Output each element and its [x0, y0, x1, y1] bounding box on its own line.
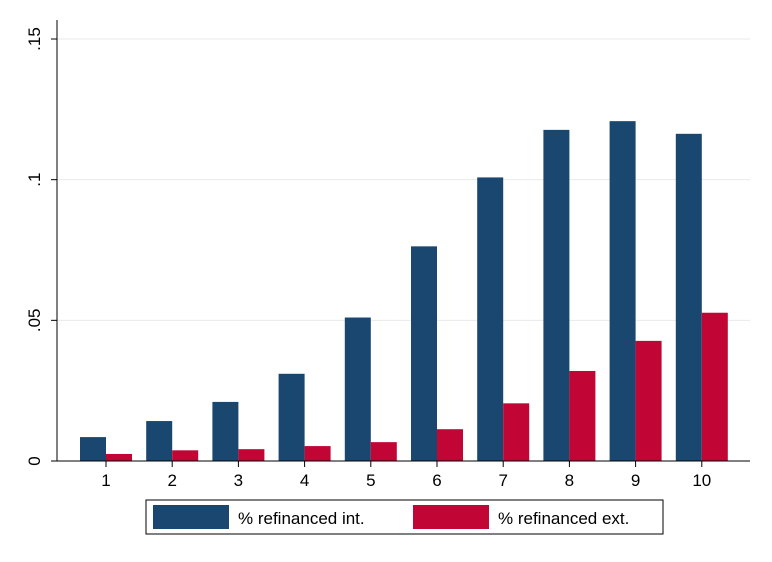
- bar-ext-4: [304, 446, 331, 461]
- bar-int-6: [411, 246, 437, 461]
- y-tick-label-2: .1: [25, 173, 44, 187]
- legend-swatch-ext: [413, 505, 489, 529]
- legend-label-int: % refinanced int.: [238, 509, 365, 528]
- bar-int-8: [543, 129, 570, 461]
- bar-ext-10: [701, 312, 728, 461]
- legend: % refinanced int. % refinanced ext.: [145, 499, 664, 535]
- bar-ext-8: [569, 370, 596, 461]
- bar-ext-7: [503, 403, 530, 461]
- bar-int-5: [344, 317, 371, 461]
- x-tick-label-10: 10: [692, 471, 711, 490]
- x-tick-label-3: 3: [234, 471, 243, 490]
- bar-int-1: [80, 437, 106, 461]
- y-ticks: 0 .05 .1 .15: [25, 27, 57, 466]
- bar-ext-3: [238, 449, 265, 461]
- x-tick-label-8: 8: [565, 471, 574, 490]
- x-tick-label-7: 7: [498, 471, 507, 490]
- legend-label-ext: % refinanced ext.: [498, 509, 629, 528]
- y-tick-label-0: 0: [25, 456, 44, 465]
- bar-ext-6: [437, 429, 463, 461]
- bar-int-4: [278, 373, 305, 461]
- x-tick-label-4: 4: [300, 471, 309, 490]
- bar-int-9: [609, 121, 636, 462]
- bars: [80, 121, 728, 462]
- bar-ext-9: [635, 340, 662, 461]
- bar-int-3: [212, 401, 239, 461]
- x-tick-label-9: 9: [631, 471, 640, 490]
- x-tick-label-2: 2: [167, 471, 176, 490]
- bar-ext-1: [106, 453, 132, 461]
- y-tick-label-3: .15: [25, 27, 44, 51]
- x-ticks: 1 2 3 4 5 6 7 8 9 10: [101, 461, 711, 490]
- legend-box: [145, 499, 664, 535]
- x-tick-label-1: 1: [101, 471, 110, 490]
- bar-int-2: [146, 421, 173, 461]
- x-tick-label-6: 6: [432, 471, 441, 490]
- bar-ext-2: [172, 450, 199, 461]
- legend-swatch-int: [153, 505, 229, 529]
- x-tick-label-5: 5: [366, 471, 375, 490]
- bar-ext-5: [370, 442, 397, 461]
- y-tick-label-1: .05: [25, 309, 44, 333]
- bar-int-7: [477, 177, 504, 461]
- bar-int-10: [675, 133, 702, 461]
